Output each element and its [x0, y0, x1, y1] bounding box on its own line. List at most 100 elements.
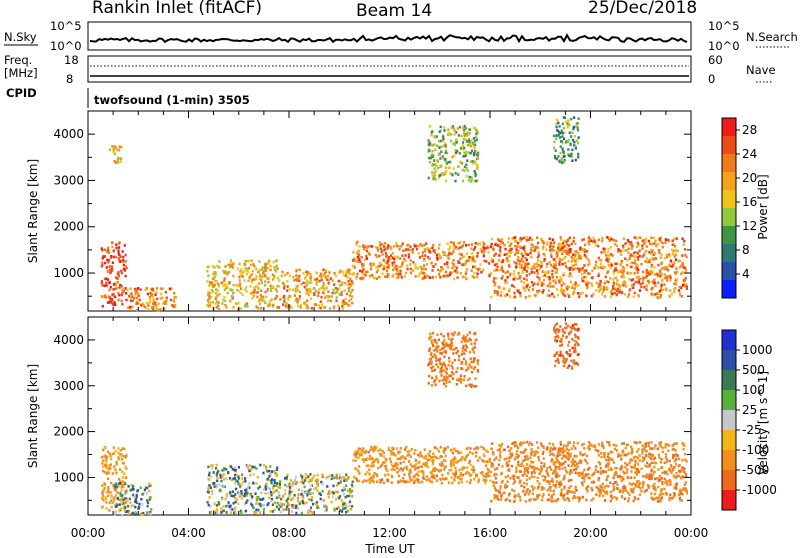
heatmap-cell	[333, 492, 335, 495]
heatmap-cell	[231, 265, 233, 268]
heatmap-cell	[682, 284, 684, 287]
heatmap-cell	[561, 263, 563, 266]
heatmap-cell	[648, 240, 650, 243]
heatmap-cell	[429, 450, 431, 453]
heatmap-cell	[354, 266, 356, 269]
heatmap-cell	[148, 490, 150, 493]
heatmap-cell	[331, 295, 333, 298]
heatmap-cell	[316, 272, 318, 275]
heatmap-cell	[229, 266, 231, 269]
heatmap-cell	[134, 511, 136, 514]
heatmap-cell	[274, 482, 276, 485]
heatmap-cell	[175, 296, 177, 299]
heatmap-cell	[270, 494, 272, 497]
heatmap-cell	[384, 465, 386, 468]
heatmap-cell	[258, 269, 260, 272]
heatmap-cell	[126, 288, 128, 291]
heatmap-cell	[368, 451, 370, 454]
heatmap-cell	[240, 511, 242, 514]
heatmap-cell	[637, 294, 639, 297]
heatmap-cell	[564, 117, 566, 120]
heatmap-cell	[608, 264, 610, 267]
heatmap-cell	[651, 257, 653, 260]
heatmap-cell	[654, 281, 656, 284]
heatmap-cell	[427, 364, 429, 367]
heatmap-cell	[373, 263, 375, 266]
heatmap-cell	[542, 452, 544, 455]
heatmap-cell	[654, 486, 656, 489]
heatmap-cell	[612, 483, 614, 486]
heatmap-cell	[106, 456, 108, 459]
heatmap-cell	[297, 493, 299, 496]
heatmap-cell	[226, 511, 228, 514]
heatmap-cell	[473, 272, 475, 275]
heatmap-cell	[607, 485, 609, 488]
heatmap-cell	[606, 288, 608, 291]
heatmap-cell	[520, 260, 522, 263]
heatmap-cell	[267, 281, 269, 284]
heatmap-cell	[115, 283, 117, 286]
heatmap-cell	[117, 249, 119, 252]
heatmap-cell	[455, 470, 457, 473]
heatmap-cell	[132, 494, 134, 497]
heatmap-cell	[253, 295, 255, 298]
heatmap-cell	[637, 258, 639, 261]
heatmap-cell	[348, 280, 350, 283]
heatmap-cell	[366, 471, 368, 474]
heatmap-cell	[358, 447, 360, 450]
heatmap-cell	[306, 284, 308, 287]
heatmap-cell	[614, 288, 616, 291]
heatmap-cell	[395, 242, 397, 245]
heatmap-cell	[642, 486, 644, 489]
heatmap-cell	[310, 281, 312, 284]
heatmap-cell	[507, 259, 509, 262]
heatmap-cell	[118, 485, 120, 488]
heatmap-cell	[223, 469, 225, 472]
heatmap-cell	[297, 499, 299, 502]
heatmap-cell	[362, 458, 364, 461]
heatmap-cell	[518, 263, 520, 266]
heatmap-cell	[125, 491, 127, 494]
heatmap-cell	[471, 243, 473, 246]
heatmap-cell	[387, 479, 389, 482]
heatmap-cell	[431, 342, 433, 345]
heatmap-cell	[267, 478, 269, 481]
heatmap-cell	[140, 288, 142, 291]
heatmap-cell	[207, 501, 209, 504]
heatmap-cell	[451, 262, 453, 265]
heatmap-cell	[654, 240, 656, 243]
heatmap-cell	[235, 302, 237, 305]
heatmap-cell	[311, 492, 313, 495]
heatmap-cell	[335, 300, 337, 303]
heatmap-cell	[555, 149, 557, 152]
heatmap-cell	[447, 332, 449, 335]
heatmap-cell	[119, 284, 121, 287]
heatmap-cell	[297, 289, 299, 292]
heatmap-cell	[452, 367, 454, 370]
heatmap-cell	[122, 476, 124, 479]
heatmap-cell	[617, 271, 619, 274]
nave-tick-bottom: 0	[708, 72, 715, 86]
heatmap-cell	[441, 482, 443, 485]
heatmap-cell	[272, 491, 274, 494]
heatmap-cell	[658, 296, 660, 299]
heatmap-cell	[442, 363, 444, 366]
heatmap-cell	[150, 508, 152, 511]
heatmap-cell	[467, 259, 469, 262]
heatmap-cell	[483, 479, 485, 482]
heatmap-cell	[614, 262, 616, 265]
heatmap-cell	[490, 471, 492, 474]
heatmap-cell	[477, 360, 479, 363]
heatmap-cell	[120, 160, 122, 163]
heatmap-cell	[447, 243, 449, 246]
heatmap-cell	[366, 257, 368, 260]
heatmap-cell	[472, 466, 474, 469]
heatmap-cell	[257, 496, 259, 499]
heatmap-cell	[328, 271, 330, 274]
heatmap-cell	[496, 263, 498, 266]
heatmap-cell	[557, 247, 559, 250]
heatmap-cell	[418, 252, 420, 255]
heatmap-cell	[553, 296, 555, 299]
heatmap-cell	[651, 270, 653, 273]
heatmap-cell	[263, 488, 265, 491]
